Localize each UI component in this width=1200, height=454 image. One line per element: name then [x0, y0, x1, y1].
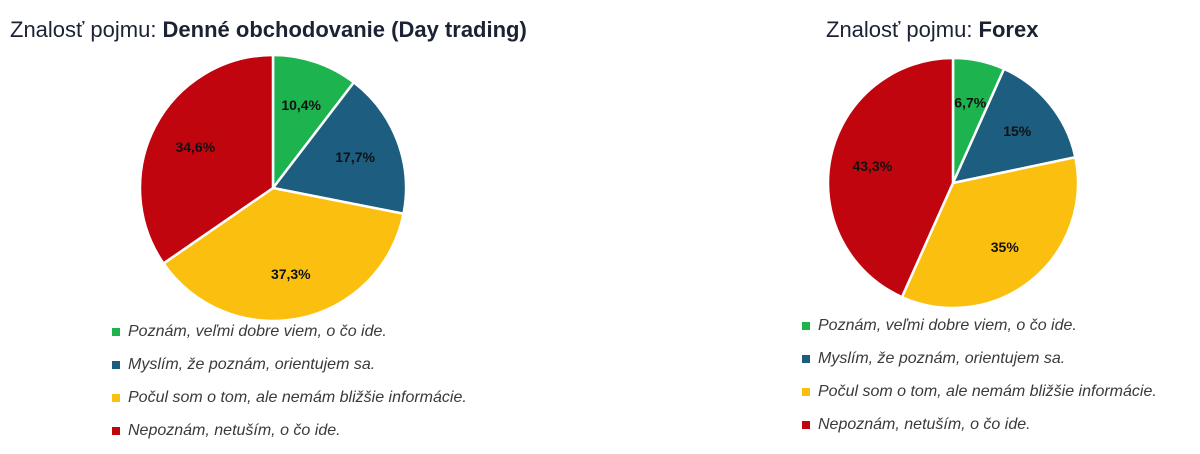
legend-label: Nepoznám, netuším, o čo ide.	[128, 422, 341, 439]
pie-slice	[900, 156, 1080, 310]
pie-chart: 6,7% 15% 35% 43,3%	[826, 56, 1080, 310]
data-label: 10,4%	[281, 97, 321, 113]
legend-label: Myslím, že poznám, orientujem sa.	[128, 356, 376, 373]
legend-label: Poznám, veľmi dobre viem, o čo ide.	[128, 323, 387, 340]
legend-item: Nepoznám, netuším, o čo ide.	[802, 414, 1031, 436]
chart-title: Znalosť pojmu: Forex	[826, 17, 1038, 43]
pie-slice	[138, 53, 275, 265]
chart-forex: Znalosť pojmu: Forex 6,7% 15% 35% 43,3% Poz…	[600, 0, 1200, 454]
chart-title-prefix: Znalosť pojmu:	[10, 17, 163, 42]
legend-label: Poznám, veľmi dobre viem, o čo ide.	[818, 317, 1077, 334]
chart-title-term: Forex	[978, 17, 1039, 42]
legend-swatch	[112, 394, 120, 402]
data-label: 43,3%	[852, 158, 892, 174]
data-label: 17,7%	[335, 149, 375, 165]
pie-slice	[271, 81, 408, 215]
legend-item: Myslím, že poznám, orientujem sa.	[112, 354, 375, 376]
legend-item: Počul som o tom, ale nemám bližšie infor…	[112, 387, 467, 409]
legend-label: Myslím, že poznám, orientujem sa.	[818, 350, 1066, 367]
chart-title-term: Denné obchodovanie (Day trading)	[162, 17, 527, 42]
data-label: 6,7%	[954, 94, 986, 110]
legend-item: Nepoznám, netuším, o čo ide.	[112, 420, 341, 442]
chart-day-trading: Znalosť pojmu: Denné obchodovanie (Day t…	[10, 17, 527, 442]
data-label: 35%	[991, 239, 1020, 255]
legend-swatch	[802, 421, 810, 429]
legend-swatch	[802, 388, 810, 396]
legend-label: Počul som o tom, ale nemám bližšie infor…	[128, 389, 467, 406]
legend-swatch	[802, 322, 810, 330]
pie-chart: 10,4% 17,7% 37,3% 34,6%	[138, 53, 408, 323]
legend-label: Nepoznám, netuším, o čo ide.	[818, 416, 1031, 433]
legend-item: Myslím, že poznám, orientujem sa.	[802, 348, 1065, 370]
legend-label: Počul som o tom, ale nemám bližšie infor…	[818, 383, 1157, 400]
data-label: 15%	[1003, 123, 1032, 139]
legend-item: Poznám, veľmi dobre viem, o čo ide.	[802, 315, 1077, 337]
chart-title-prefix: Znalosť pojmu:	[826, 17, 979, 42]
chart-title: Znalosť pojmu: Denné obchodovanie (Day t…	[10, 17, 527, 43]
legend-swatch	[802, 355, 810, 363]
pie-slice	[271, 53, 356, 190]
legend-item: Počul som o tom, ale nemám bližšie infor…	[802, 381, 1157, 403]
pie-slice	[951, 67, 1077, 185]
pie-slice	[826, 56, 955, 299]
data-label: 37,3%	[271, 266, 311, 282]
legend-swatch	[112, 328, 120, 336]
legend-swatch	[112, 427, 120, 435]
legend-swatch	[112, 361, 120, 369]
pie-slice	[162, 186, 405, 323]
legend-item: Poznám, veľmi dobre viem, o čo ide.	[112, 321, 387, 343]
data-label: 34,6%	[175, 139, 215, 155]
